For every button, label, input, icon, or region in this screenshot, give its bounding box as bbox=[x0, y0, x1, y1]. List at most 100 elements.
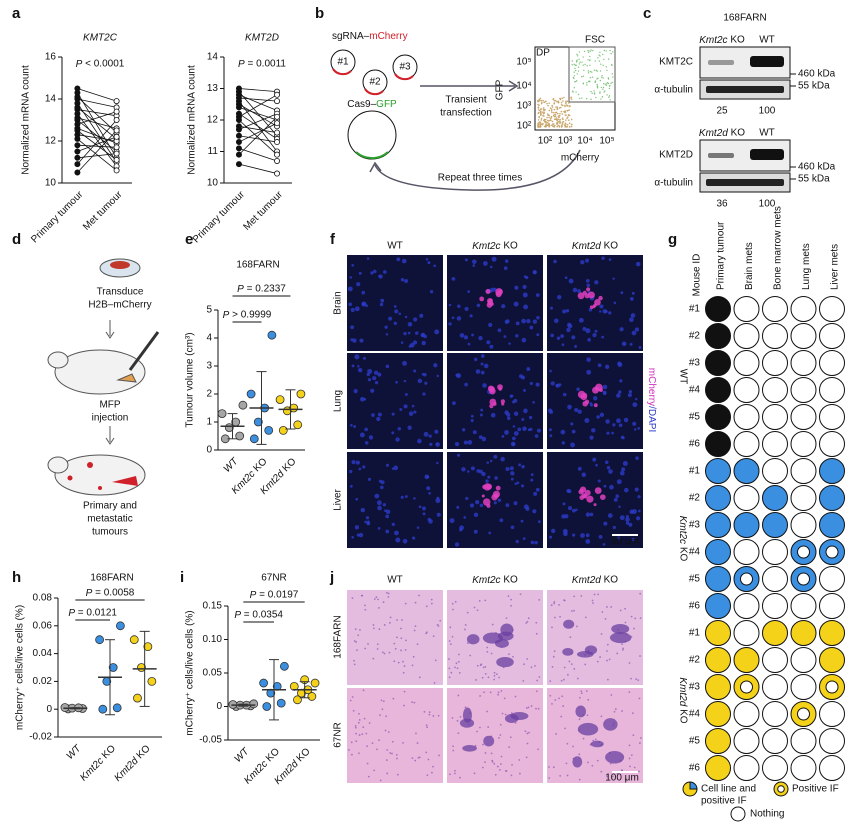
cell-dot bbox=[560, 679, 563, 682]
pair-line bbox=[77, 128, 117, 144]
nucleus bbox=[413, 410, 417, 414]
nucleus bbox=[429, 442, 433, 446]
nucleus bbox=[478, 435, 483, 440]
cell-dot bbox=[530, 705, 533, 707]
nucleus bbox=[395, 437, 400, 442]
y-tick-label: 0.05 bbox=[203, 668, 223, 679]
cell-dot bbox=[526, 620, 529, 623]
label: Lung bbox=[333, 390, 344, 412]
cell-dot bbox=[635, 678, 637, 681]
cell-dot bbox=[386, 772, 389, 775]
cell bbox=[733, 539, 760, 565]
nucleus bbox=[500, 456, 505, 462]
label: Kmt2d KO bbox=[572, 575, 618, 586]
cell bbox=[790, 755, 817, 781]
label: #4 bbox=[689, 547, 701, 558]
cell-dot bbox=[553, 650, 556, 653]
cell-dot bbox=[621, 769, 623, 772]
nucleus bbox=[558, 383, 562, 387]
y-axis-label: mCherry⁺ cells/live cells (%) bbox=[185, 610, 196, 735]
y-tick-label: 0 bbox=[46, 704, 52, 715]
nucleus bbox=[412, 340, 418, 345]
nucleus bbox=[561, 343, 565, 347]
cell bbox=[705, 620, 731, 646]
dot bbox=[548, 109, 551, 112]
cell-dot bbox=[387, 596, 390, 598]
ring-hole bbox=[740, 572, 753, 586]
cell-dot bbox=[496, 765, 499, 768]
cell-dot bbox=[628, 757, 631, 760]
x-tick-label: Primary tumour bbox=[191, 189, 248, 246]
cell-dot bbox=[348, 749, 350, 751]
signal bbox=[481, 494, 485, 498]
dot bbox=[561, 123, 564, 125]
cell-dot bbox=[371, 742, 374, 745]
cell-dot bbox=[578, 718, 581, 721]
label: 25 bbox=[716, 106, 728, 117]
cell-dot bbox=[633, 766, 636, 769]
nucleus bbox=[568, 278, 574, 284]
nucleus bbox=[459, 333, 465, 338]
nucleus bbox=[464, 382, 468, 387]
nucleus bbox=[609, 484, 614, 490]
cell-dot bbox=[604, 617, 607, 620]
cell-dot bbox=[639, 592, 642, 595]
label: α-tubulin bbox=[654, 85, 693, 96]
cell-dot bbox=[639, 655, 641, 657]
cell-dot bbox=[361, 594, 364, 597]
tumour-focus bbox=[466, 634, 480, 645]
nucleus bbox=[587, 338, 591, 342]
cell-dot bbox=[387, 592, 390, 595]
dot bbox=[609, 84, 611, 87]
cell bbox=[762, 458, 788, 484]
tumour-focus bbox=[576, 651, 594, 658]
nucleus bbox=[366, 257, 370, 260]
y-tick-label: 13 bbox=[207, 83, 219, 94]
cell-dot bbox=[457, 732, 460, 735]
signal bbox=[482, 498, 491, 506]
label: tumours bbox=[92, 527, 128, 538]
cell-dot bbox=[499, 723, 502, 726]
signal bbox=[493, 493, 499, 499]
nucleus bbox=[436, 374, 440, 378]
nucleus bbox=[470, 418, 474, 423]
dot bbox=[568, 105, 571, 108]
signal bbox=[489, 398, 497, 406]
cell-dot bbox=[413, 701, 416, 704]
nucleus bbox=[413, 317, 418, 322]
cell-dot bbox=[448, 658, 450, 660]
label: 460 kDa bbox=[798, 162, 836, 173]
point bbox=[274, 113, 281, 120]
signal bbox=[495, 485, 501, 491]
cell-dot bbox=[624, 621, 627, 624]
dot bbox=[552, 123, 555, 125]
nucleus bbox=[562, 502, 566, 506]
nucleus bbox=[616, 393, 621, 398]
cell-dot bbox=[373, 769, 376, 772]
label: 168FARN bbox=[723, 13, 766, 24]
nucleus bbox=[476, 303, 481, 308]
cell-dot bbox=[552, 766, 555, 769]
nucleus bbox=[470, 414, 474, 418]
cell-dot bbox=[357, 721, 360, 724]
point bbox=[235, 431, 245, 441]
label: 100 bbox=[759, 199, 776, 210]
nucleus bbox=[497, 328, 502, 333]
cell-dot bbox=[437, 625, 440, 627]
dot bbox=[599, 70, 602, 72]
cell bbox=[790, 728, 817, 754]
cell bbox=[762, 593, 788, 619]
dot bbox=[594, 60, 596, 62]
dot bbox=[602, 88, 604, 90]
nucleus bbox=[425, 258, 429, 261]
nucleus bbox=[549, 434, 553, 438]
nucleus bbox=[603, 521, 608, 526]
cell-dot bbox=[638, 770, 640, 773]
label: Transduce bbox=[97, 287, 144, 298]
italic-part: P bbox=[237, 284, 244, 295]
y-tick-label: 0.06 bbox=[33, 620, 53, 631]
band bbox=[708, 153, 734, 158]
signal bbox=[582, 290, 587, 296]
dot bbox=[576, 73, 578, 75]
label: #1 bbox=[689, 466, 701, 477]
